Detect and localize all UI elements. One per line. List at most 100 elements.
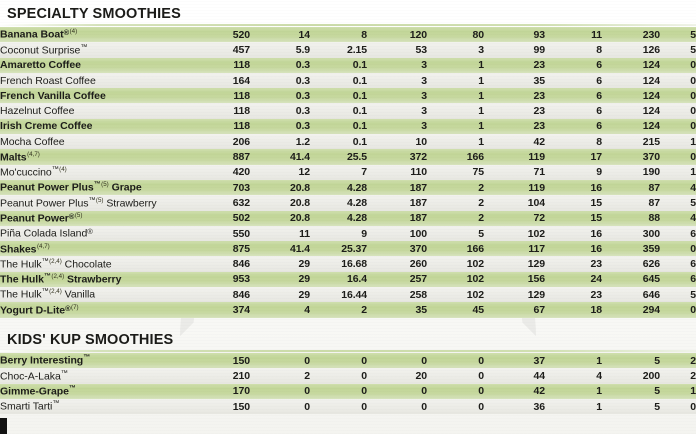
trademark-symbol: ™ bbox=[83, 354, 91, 362]
value-cell: 4 bbox=[545, 368, 602, 384]
product-name-cell: Peanut Power®(5) bbox=[0, 210, 196, 226]
product-name: Shakes bbox=[0, 243, 37, 256]
product-name: Banana Boat bbox=[0, 28, 64, 41]
value-cell: 0 bbox=[250, 383, 310, 399]
registration-mark bbox=[0, 418, 7, 434]
value-cell: 0.1 bbox=[310, 103, 367, 119]
value-cell: 300 bbox=[602, 225, 660, 242]
trademark-symbol: ™ bbox=[60, 369, 68, 377]
trademark-symbol: ™ bbox=[68, 384, 76, 392]
section-1: SPECIALTY SMOOTHIES Banana Boat®(4) 520 14 8… bbox=[0, 6, 696, 318]
value-cell: 5 bbox=[427, 225, 484, 242]
value-cell: 4 bbox=[660, 179, 696, 196]
product-name-cell: Mo'cuccino™(4) bbox=[0, 164, 196, 180]
footnote-marker: (5) bbox=[95, 196, 104, 204]
table-row: French Vanilla Coffee 118 0.3 0.1 3 1 23 6 124 0 bbox=[0, 88, 696, 104]
value-cell: 1 bbox=[427, 88, 484, 104]
trademark-symbol: ® bbox=[87, 227, 93, 237]
value-cell: 2 bbox=[660, 353, 696, 369]
trademark-symbol: ™ bbox=[43, 273, 51, 281]
value-cell: 370 bbox=[602, 149, 660, 165]
value-cell: 156 bbox=[484, 271, 545, 288]
value-cell: 118 bbox=[196, 88, 250, 104]
value-cell: 215 bbox=[602, 134, 660, 150]
value-cell: 1 bbox=[660, 383, 696, 399]
value-cell: 703 bbox=[196, 179, 250, 196]
value-cell: 119 bbox=[484, 149, 545, 165]
product-name: Mocha Coffee bbox=[0, 135, 65, 148]
product-variant: Strawberry bbox=[103, 197, 157, 210]
value-cell: 2 bbox=[660, 368, 696, 384]
value-cell: 646 bbox=[602, 287, 660, 303]
value-cell: 75 bbox=[427, 164, 484, 180]
value-cell: 9 bbox=[545, 164, 602, 180]
value-cell: 0 bbox=[250, 398, 310, 415]
value-cell: 16.44 bbox=[310, 287, 367, 303]
value-cell: 2 bbox=[427, 210, 484, 226]
value-cell: 41.4 bbox=[250, 241, 310, 257]
section-title: KIDS' KUP SMOOTHIES bbox=[7, 332, 174, 348]
table-row: Peanut Power Plus™(5) Grape 703 20.8 4.28 18… bbox=[0, 179, 696, 196]
section-divider bbox=[0, 24, 696, 26]
value-cell: 16 bbox=[545, 225, 602, 242]
value-cell: 124 bbox=[602, 88, 660, 104]
value-cell: 6 bbox=[660, 271, 696, 288]
footnote-marker: (5) bbox=[74, 211, 83, 219]
value-cell: 118 bbox=[196, 103, 250, 119]
value-cell: 0 bbox=[427, 383, 484, 399]
value-cell: 99 bbox=[484, 42, 545, 58]
value-cell: 41.4 bbox=[250, 149, 310, 165]
section-2: KIDS' KUP SMOOTHIES Berry Interesting™ 150… bbox=[0, 332, 696, 415]
value-cell: 6 bbox=[545, 103, 602, 119]
product-name: Yogurt D-Lite bbox=[0, 304, 66, 317]
value-cell: 102 bbox=[427, 287, 484, 303]
product-name-cell: Peanut Power Plus™(5) Grape bbox=[0, 179, 196, 196]
value-cell: 2 bbox=[427, 179, 484, 196]
value-cell: 0 bbox=[310, 368, 367, 384]
nutrition-table: Berry Interesting™ 150 0 0 0 0 37 1 5 2 Choc-A-Lak… bbox=[0, 353, 696, 415]
product-name-cell: Amaretto Coffee bbox=[0, 57, 196, 73]
value-cell: 0.1 bbox=[310, 88, 367, 104]
value-cell: 520 bbox=[196, 27, 250, 43]
value-cell: 42 bbox=[484, 383, 545, 399]
value-cell: 23 bbox=[484, 88, 545, 104]
value-cell: 18 bbox=[545, 302, 602, 318]
value-cell: 20 bbox=[367, 368, 427, 384]
value-cell: 359 bbox=[602, 241, 660, 257]
value-cell: 87 bbox=[602, 195, 660, 211]
value-cell: 2 bbox=[427, 195, 484, 211]
footnote-marker: (4) bbox=[69, 28, 78, 36]
value-cell: 5 bbox=[602, 398, 660, 415]
value-cell: 4.28 bbox=[310, 210, 367, 226]
value-cell: 0 bbox=[660, 241, 696, 257]
value-cell: 0.1 bbox=[310, 118, 367, 135]
value-cell: 104 bbox=[484, 195, 545, 211]
product-name: Peanut Power Plus bbox=[0, 181, 94, 194]
value-cell: 67 bbox=[484, 302, 545, 318]
table-row: Shakes(4,7) 875 41.4 25.37 370 166 117 16 359 0 bbox=[0, 241, 696, 257]
value-cell: 124 bbox=[602, 72, 660, 89]
value-cell: 12 bbox=[250, 164, 310, 180]
footnote-marker: (5) bbox=[101, 181, 109, 189]
table-row: Yogurt D-Lite®(7) 374 4 2 35 45 67 18 294 0 bbox=[0, 302, 696, 318]
product-name: Peanut Power Plus bbox=[0, 197, 89, 210]
value-cell: 9 bbox=[310, 225, 367, 242]
value-cell: 100 bbox=[367, 225, 427, 242]
product-name: French Vanilla Coffee bbox=[0, 89, 106, 102]
product-name: The Hulk bbox=[0, 273, 44, 286]
product-name: Berry Interesting bbox=[0, 354, 84, 367]
value-cell: 0.3 bbox=[250, 118, 310, 135]
product-name-cell: Berry Interesting™ bbox=[0, 353, 196, 369]
value-cell: 372 bbox=[367, 149, 427, 165]
value-cell: 15 bbox=[545, 210, 602, 226]
value-cell: 2 bbox=[310, 302, 367, 318]
product-name-cell: Banana Boat®(4) bbox=[0, 27, 196, 43]
value-cell: 120 bbox=[367, 27, 427, 43]
value-cell: 0 bbox=[427, 353, 484, 369]
value-cell: 206 bbox=[196, 134, 250, 150]
value-cell: 230 bbox=[602, 27, 660, 43]
value-cell: 170 bbox=[196, 383, 250, 399]
value-cell: 129 bbox=[484, 256, 545, 272]
value-cell: 124 bbox=[602, 103, 660, 119]
product-name: Mo'cuccino bbox=[0, 166, 52, 179]
